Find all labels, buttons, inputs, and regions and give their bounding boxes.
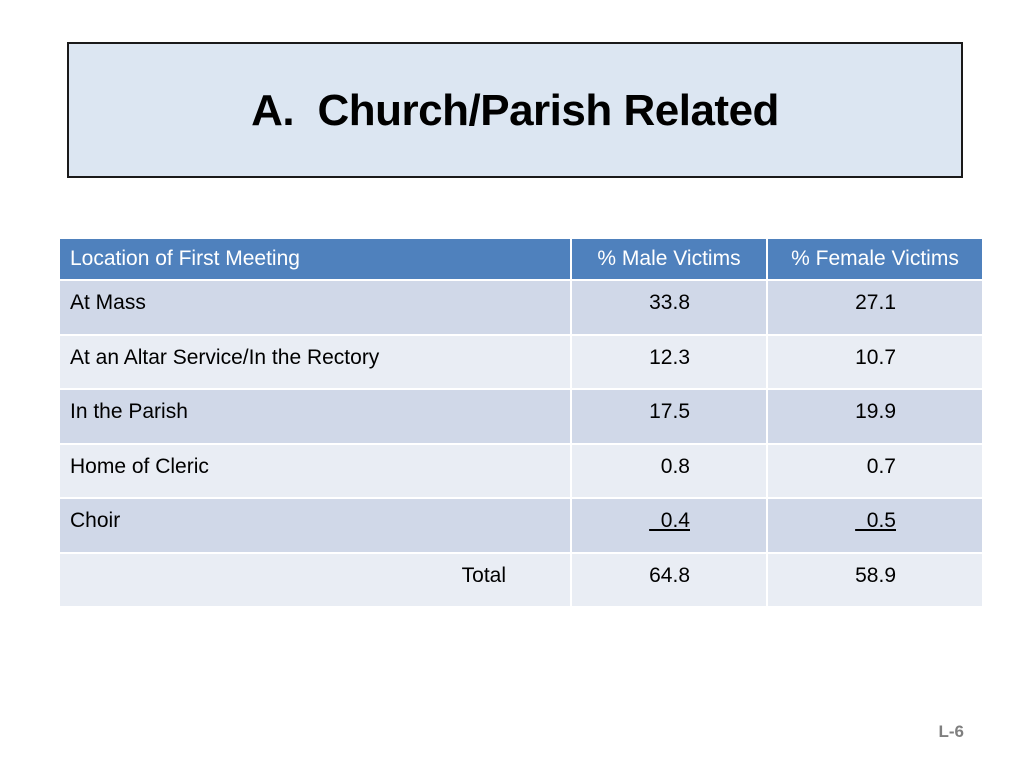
female-value-cell: 19.9: [767, 389, 982, 445]
table-row: Choir 0.4 0.5: [60, 498, 982, 554]
male-value-cell: 17.5: [571, 389, 768, 445]
male-underlined-value: 0.4: [649, 509, 690, 532]
location-cell: In the Parish: [60, 389, 572, 445]
location-cell: Home of Cleric: [60, 443, 572, 499]
table-row: In the Parish 17.5 19.9: [60, 389, 982, 445]
male-value-cell: 12.3: [571, 334, 768, 390]
header-female-victims: % Female Victims: [767, 239, 982, 281]
female-value-cell: 10.7: [767, 334, 982, 390]
female-value-cell: 0.7: [767, 443, 982, 499]
table-row: At an Altar Service/In the Rectory 12.3 …: [60, 334, 982, 390]
female-underlined-value: 0.5: [855, 509, 896, 532]
page-number: L-6: [938, 722, 965, 741]
header-location: Location of First Meeting: [60, 239, 572, 281]
female-value-cell: 27.1: [767, 280, 982, 336]
total-label: Total: [60, 552, 572, 608]
table-header-row: Location of First Meeting % Male Victims…: [60, 239, 982, 281]
total-row: Total 64.8 58.9: [60, 552, 982, 608]
table-row: At Mass 33.8 27.1: [60, 280, 982, 336]
female-value-cell: 0.5: [767, 498, 982, 554]
total-male-value: 64.8: [571, 552, 768, 608]
table-row: Home of Cleric 0.8 0.7: [60, 443, 982, 499]
location-cell: At an Altar Service/In the Rectory: [60, 334, 572, 390]
title-box: A. Church/Parish Related: [67, 42, 963, 178]
header-male-victims: % Male Victims: [571, 239, 768, 281]
male-value-cell: 0.4: [571, 498, 768, 554]
location-cell: Choir: [60, 498, 572, 554]
slide-title: A. Church/Parish Related: [251, 86, 779, 135]
male-value-cell: 0.8: [571, 443, 768, 499]
male-value-cell: 33.8: [571, 280, 768, 336]
victims-table: Location of First Meeting % Male Victims…: [60, 239, 982, 608]
location-cell: At Mass: [60, 280, 572, 336]
total-female-value: 58.9: [767, 552, 982, 608]
